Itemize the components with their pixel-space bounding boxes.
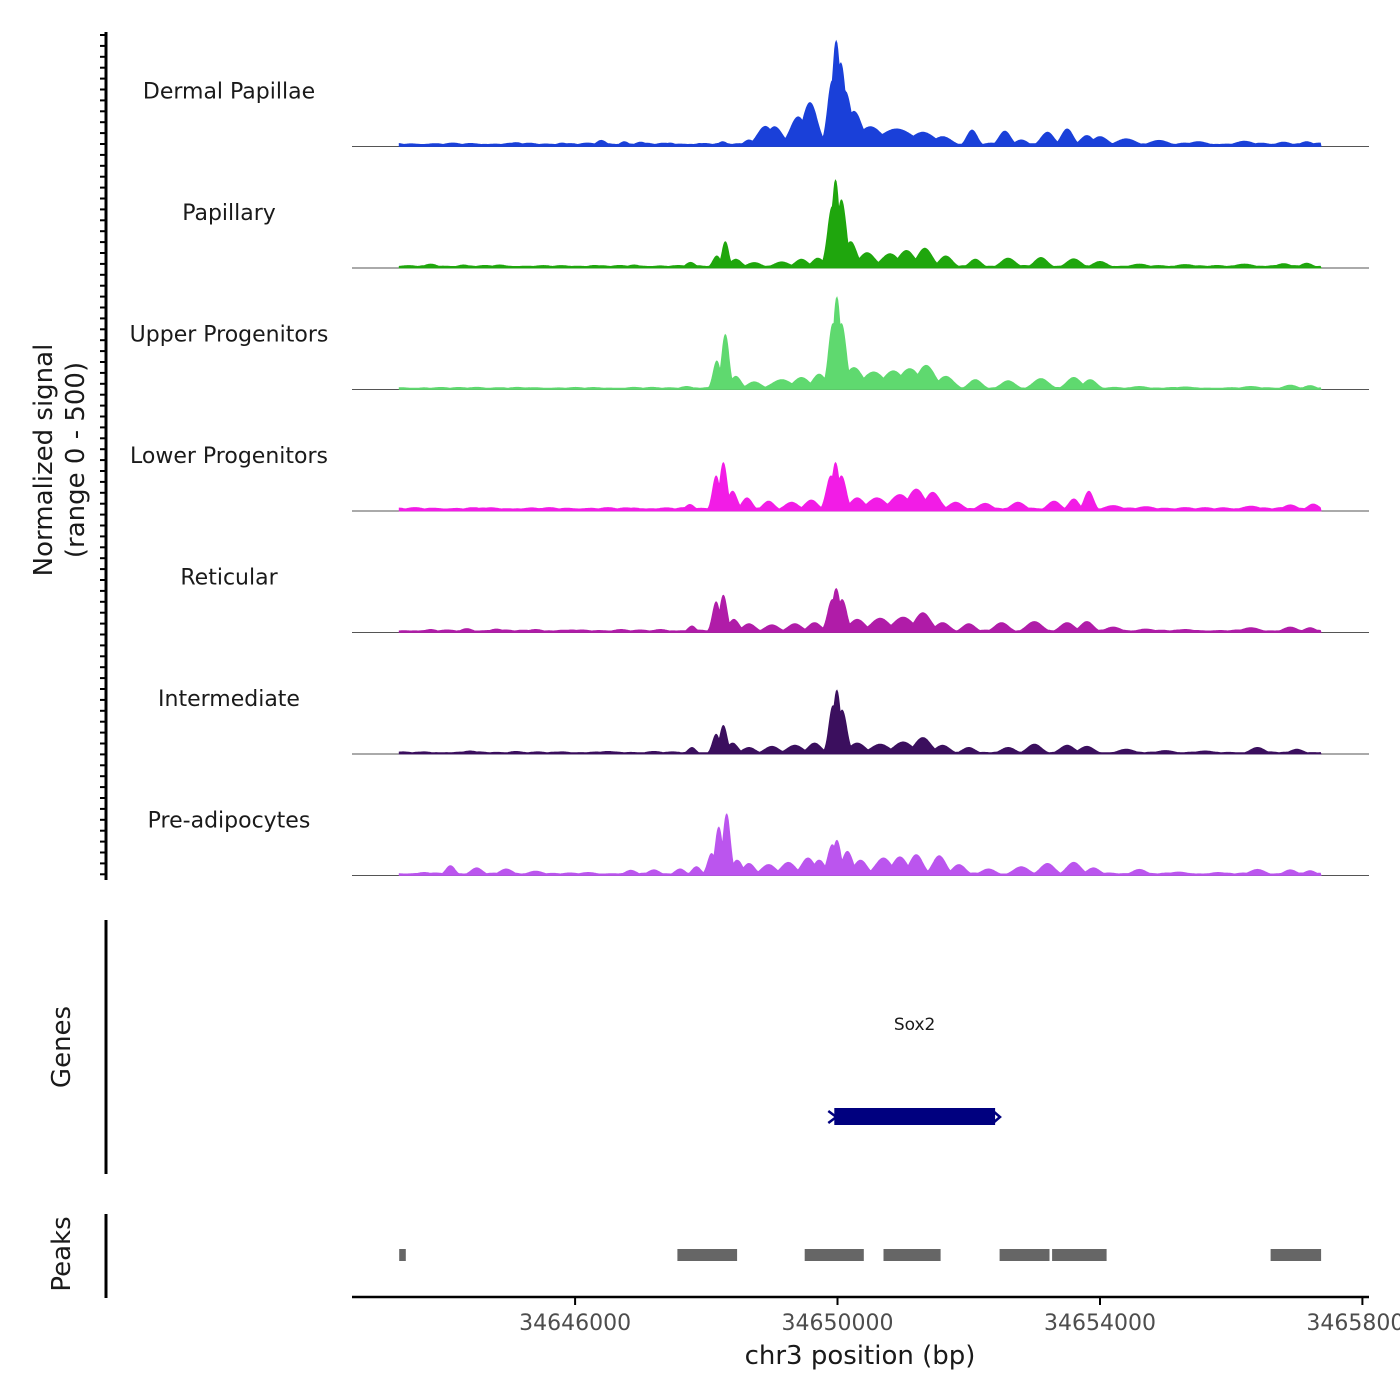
track-label: Lower Progenitors — [130, 444, 328, 469]
gene-strand-arrow — [827, 1110, 839, 1124]
coverage-area — [398, 296, 1322, 390]
x-tick-label: 34646000 — [519, 1311, 631, 1336]
peaks-panel-label: Peaks — [47, 1216, 77, 1291]
track-reticular: Reticular — [180, 566, 1369, 633]
track-label: Dermal Papillae — [143, 80, 315, 105]
peak-region — [1052, 1249, 1107, 1261]
coverage-tracks: Dermal Papillae Papillary Upper Progenitor… — [130, 39, 1369, 876]
gene-strand-arrow — [992, 1110, 1002, 1124]
y-axis-title-line1: Normalized signal — [29, 344, 59, 577]
track-label: Upper Progenitors — [130, 323, 329, 348]
coverage-area — [398, 813, 1322, 876]
track-label: Reticular — [180, 566, 278, 591]
y-axis-title-line2: (range 0 - 500) — [61, 362, 91, 558]
gene-label: Sox2 — [894, 1015, 936, 1035]
peak-region — [1270, 1249, 1322, 1261]
x-axis-title: chr3 position (bp) — [745, 1341, 976, 1371]
track-upper-progenitors: Upper Progenitors — [130, 296, 1369, 390]
gene-body — [834, 1108, 996, 1125]
coverage-area — [398, 39, 1322, 147]
track-intermediate: Intermediate — [158, 687, 1369, 755]
track-dermal-papillae: Dermal Papillae — [143, 39, 1369, 147]
x-tick-label: 34654000 — [1044, 1311, 1156, 1336]
peak-region — [883, 1249, 941, 1261]
track-pre-adipocytes: Pre-adipocytes — [148, 809, 1369, 876]
genes-panel-label: Genes — [47, 1006, 77, 1088]
track-label: Intermediate — [158, 687, 300, 712]
x-axis-ticks: 34646000 34650000 34654000 34658000 — [519, 1297, 1400, 1336]
coverage-area — [398, 689, 1322, 755]
peak-region — [399, 1249, 406, 1261]
coverage-y-ticks — [100, 34, 106, 876]
peaks-track — [399, 1249, 1322, 1261]
track-papillary: Papillary — [182, 179, 1369, 269]
track-label: Pre-adipocytes — [148, 809, 311, 834]
coverage-area — [398, 179, 1322, 269]
track-lower-progenitors: Lower Progenitors — [130, 444, 1369, 512]
peak-region — [999, 1249, 1050, 1261]
y-axis-title: Normalized signal (range 0 - 500) — [29, 344, 91, 577]
peak-region — [677, 1249, 738, 1261]
coverage-area — [398, 461, 1322, 512]
x-tick-label: 34650000 — [782, 1311, 894, 1336]
coverage-area — [398, 587, 1322, 633]
x-tick-label: 34658000 — [1306, 1311, 1400, 1336]
track-label: Papillary — [182, 201, 276, 226]
genes-track: Sox2 — [827, 1015, 1002, 1125]
gene-sox2: Sox2 — [827, 1015, 1002, 1125]
peak-region — [804, 1249, 864, 1261]
